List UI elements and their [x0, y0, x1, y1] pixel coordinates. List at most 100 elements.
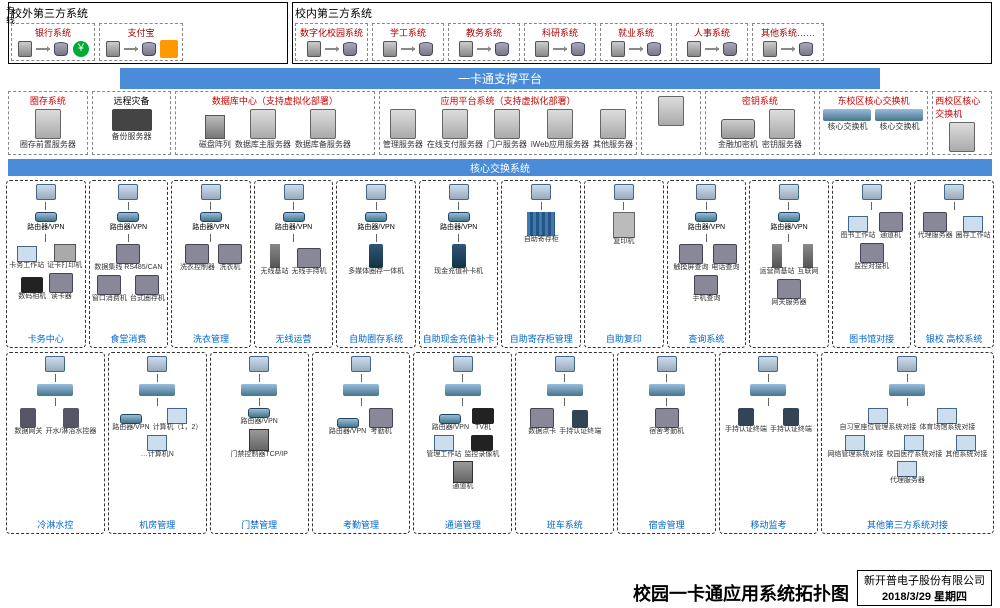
- server-icon: [611, 41, 625, 57]
- device: 代理服务器: [918, 212, 953, 240]
- router-icon: [778, 212, 800, 222]
- l3-box: 图书工作站通道机监控对接机 图书馆对接: [832, 180, 912, 348]
- server-icon: [106, 41, 120, 57]
- device-icon: [21, 277, 43, 293]
- mini-server-icon: [118, 184, 138, 200]
- l2-item: 数据库主服务器: [235, 109, 291, 150]
- l4-box: 路由器/VPN考勤机 考勤管理: [312, 352, 411, 534]
- device: 图书工作站: [841, 216, 876, 240]
- device: 路由器/VPN: [240, 408, 277, 426]
- platform-bar: 一卡通支撑平台: [120, 68, 880, 89]
- mini-server-icon: [453, 356, 473, 372]
- switch-icon: [139, 384, 175, 396]
- layer2: 圈存系统圈存前置服务器远程灾备备份服务器数据库中心（支持虚拟化部署）磁盘阵列数据…: [0, 91, 1000, 157]
- l4-box: 自习室座位管理系统对接体育场馆系统对接网络管理系统对接校园医疗系统对接其他系统对…: [821, 352, 994, 534]
- switch-icon: [445, 384, 481, 396]
- l2-title: 西校区核心交换机: [935, 94, 989, 120]
- device: 数据点卡: [528, 408, 556, 436]
- l4-title: 班车系统: [547, 516, 583, 531]
- device: 互联网: [797, 244, 818, 276]
- device: 手持认证终端: [770, 408, 812, 434]
- l2-title: 圈存系统: [30, 94, 66, 107]
- device-icon: [527, 212, 555, 236]
- server-icon: [687, 41, 701, 57]
- device-icon: [572, 410, 588, 428]
- l3-box: 路由器/VPN 数据集线 RS485/CAN窗口消费机台式圈存机 食堂消费: [89, 180, 169, 348]
- device-icon: [185, 244, 209, 264]
- db-icon: [142, 42, 156, 56]
- device-icon: [369, 408, 393, 428]
- l3-box: 路由器/VPN 卡务工作站证卡打印机数码相机读卡器 卡务中心: [6, 180, 86, 348]
- switch-icon: [649, 384, 685, 396]
- device-icon: [20, 408, 36, 428]
- device-icon: [390, 109, 416, 139]
- l4-title: 门禁管理: [241, 516, 277, 531]
- mini-server-icon: [779, 184, 799, 200]
- device-icon: [97, 275, 121, 295]
- l3-box: 路由器/VPN 触摸屏查询电话查询手机查询 查询系统: [667, 180, 747, 348]
- l2-box: 远程灾备备份服务器: [92, 91, 172, 155]
- l4-title: 其他第三方系统对接: [867, 516, 948, 531]
- mini-server-icon: [36, 184, 56, 200]
- device-icon: [17, 246, 37, 262]
- switch-icon: [889, 384, 925, 396]
- device: 自助寄存柜: [524, 212, 559, 244]
- l3-box: 路由器/VPN 现金充值补卡机 自助现金充值补卡: [419, 180, 499, 348]
- router-icon: [283, 212, 305, 222]
- router: 路由器/VPN: [770, 212, 807, 232]
- l2-box: 数据库中心（支持虚拟化部署）磁盘阵列数据库主服务器数据库备服务器: [175, 91, 374, 155]
- l2-item: 圈存前置服务器: [20, 109, 76, 150]
- mini-server-icon: [758, 356, 778, 372]
- mini-server-icon: [696, 184, 716, 200]
- device-icon: [769, 109, 795, 139]
- l2-title: 东校区核心交换机: [837, 94, 909, 107]
- mini-server-icon: [249, 356, 269, 372]
- switch-icon: [241, 384, 277, 396]
- device-icon: [205, 115, 225, 139]
- device-icon: [369, 244, 383, 268]
- device: 窗口消费机: [92, 275, 127, 303]
- mini-server-icon: [862, 184, 882, 200]
- device: TV机: [472, 408, 494, 432]
- router: 路由器/VPN: [27, 212, 64, 232]
- device: 触摸屏查询: [673, 244, 708, 272]
- l3-title: 自助寄存柜管理: [510, 330, 573, 345]
- server-icon: [383, 41, 397, 57]
- l2-item: iWeb应用服务器: [531, 109, 589, 150]
- l2-box: 应用平台系统（支持虚拟化部署）管理服务器在线支付服务器门户服务器iWeb应用服务…: [379, 91, 638, 155]
- l2-item: 备份服务器: [112, 109, 152, 142]
- device: 自习室座位管理系统对接: [839, 408, 916, 432]
- l2-item: 磁盘阵列: [199, 115, 231, 150]
- mini-server-icon: [555, 356, 575, 372]
- l3-title: 卡务中心: [28, 330, 64, 345]
- device-icon: [530, 408, 554, 428]
- device-icon: [472, 408, 494, 424]
- l3-box: 路由器/VPN 无线基站无线手持机 无线运营: [254, 180, 334, 348]
- int-group-title: 校内第三方系统: [295, 5, 989, 21]
- device: 路由器/VPN: [329, 418, 366, 436]
- l2-item: 核心交换机: [823, 109, 871, 132]
- l2-box: 西校区核心交换机: [932, 91, 992, 155]
- device-icon: [949, 122, 975, 152]
- sys-bank: 银行系统 ￥: [11, 23, 95, 61]
- device: 手持认证终端: [725, 408, 767, 434]
- device: 数据网关: [14, 408, 42, 436]
- label: 学工系统: [390, 26, 426, 39]
- l2-box: 东校区核心交换机核心交换机核心交换机: [819, 91, 929, 155]
- device-icon: [337, 418, 359, 428]
- switch-icon: [547, 384, 583, 396]
- device: 手机查询: [692, 275, 720, 303]
- shield-icon: [160, 40, 178, 58]
- l2-box: 密钥系统金融加密机密钥服务器: [705, 91, 815, 155]
- device-icon: [471, 435, 493, 451]
- l4-box: 手持认证终端手持认证终端 移动监考: [719, 352, 818, 534]
- l4-title: 通道管理: [445, 516, 481, 531]
- device-icon: [297, 248, 321, 268]
- sys-box: 学工系统: [372, 23, 444, 61]
- device-icon: [679, 244, 703, 264]
- device-icon: [860, 243, 884, 263]
- db-icon: [571, 42, 585, 56]
- l3-title: 图书馆对接: [849, 330, 894, 345]
- device-icon: [135, 275, 159, 295]
- mini-server-icon: [614, 184, 634, 200]
